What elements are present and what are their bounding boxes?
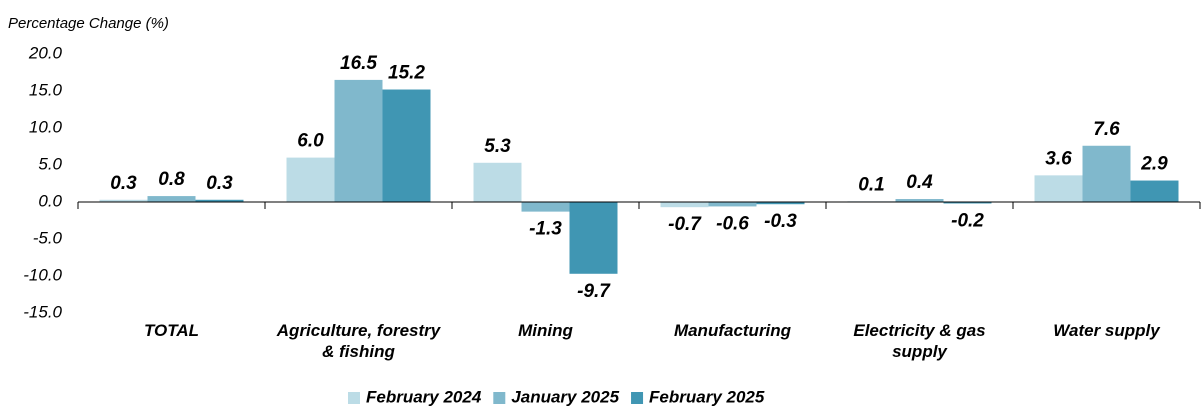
bar — [756, 202, 805, 205]
y-tick-label: 10.0 — [29, 117, 63, 136]
data-label: 0.3 — [206, 173, 233, 194]
data-label: -0.6 — [716, 213, 749, 234]
bar — [943, 202, 992, 204]
data-label: 0.8 — [158, 169, 185, 190]
data-label: 15.2 — [388, 63, 425, 84]
bar — [569, 202, 618, 274]
y-tick-label: 0.0 — [38, 191, 62, 210]
legend-label: January 2025 — [511, 387, 619, 406]
bar — [708, 202, 757, 207]
bar — [1130, 180, 1179, 202]
y-tick-label: 5.0 — [38, 154, 62, 173]
bar — [1034, 175, 1083, 202]
bar — [660, 202, 709, 208]
data-label: 3.6 — [1045, 148, 1072, 169]
data-label: 0.4 — [906, 172, 933, 193]
x-tick-label: Agriculture, forestry & fishing — [276, 321, 441, 361]
bar — [334, 79, 383, 202]
x-tick-label: TOTAL — [143, 321, 200, 340]
data-label: -0.7 — [668, 214, 702, 235]
data-label: 0.3 — [110, 173, 137, 194]
data-label: -1.3 — [529, 219, 562, 240]
bar — [195, 199, 244, 202]
bar — [147, 196, 196, 202]
data-label: 5.3 — [484, 136, 511, 157]
data-label: -0.3 — [764, 211, 797, 232]
bar — [286, 157, 335, 202]
y-tick-label: -5.0 — [33, 228, 63, 247]
y-tick-label: -15.0 — [23, 302, 62, 321]
legend-label: February 2024 — [366, 387, 482, 406]
legend-swatch — [631, 392, 644, 404]
y-tick-label: 15.0 — [29, 80, 63, 99]
bar — [895, 199, 944, 202]
data-label: 7.6 — [1093, 119, 1120, 140]
legend-label: February 2025 — [649, 387, 765, 406]
bar — [382, 89, 431, 202]
y-axis-label: Percentage Change (%) — [8, 15, 169, 32]
data-label: 16.5 — [340, 53, 377, 74]
legend-swatch — [348, 392, 360, 404]
y-tick-label: -10.0 — [23, 265, 62, 284]
bar — [521, 202, 570, 212]
x-tick-label: Water supply — [1053, 321, 1160, 340]
data-label: -0.2 — [951, 210, 984, 231]
x-tick-label: Manufacturing — [673, 321, 792, 340]
bar — [1082, 145, 1131, 202]
data-label: 6.0 — [297, 131, 324, 152]
data-label: 2.9 — [1140, 154, 1168, 175]
bar — [99, 199, 148, 202]
data-label: 0.1 — [858, 174, 884, 195]
y-tick-label: 20.0 — [28, 43, 63, 62]
legend-swatch — [493, 392, 506, 404]
x-tick-label: Electricity & gas supply — [853, 321, 986, 361]
x-tick-label: Mining — [518, 321, 573, 340]
bar — [473, 162, 522, 202]
data-label: -9.7 — [577, 281, 611, 302]
